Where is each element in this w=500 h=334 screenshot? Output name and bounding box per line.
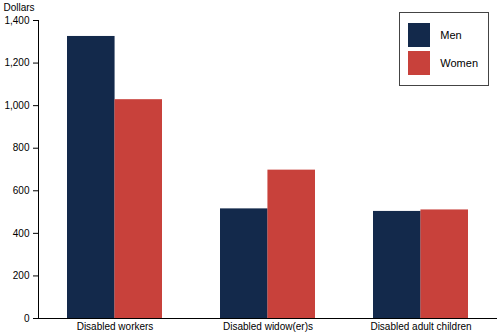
svg-text:400: 400 (13, 228, 30, 239)
svg-text:200: 200 (13, 270, 30, 281)
svg-text:Disabled workers: Disabled workers (77, 321, 154, 332)
svg-text:1,200: 1,200 (4, 57, 29, 68)
svg-text:Disabled adult children: Disabled adult children (370, 321, 471, 332)
html-text:Women: Women (440, 57, 478, 69)
svg-text:1,400: 1,400 (4, 15, 29, 26)
svg-text:1,000: 1,000 (4, 100, 29, 111)
svg-text:Disabled widow(er)s: Disabled widow(er)s (223, 321, 313, 332)
svg-text:800: 800 (13, 142, 30, 153)
svg-text:600: 600 (13, 185, 30, 196)
svg-text:0: 0 (24, 313, 30, 324)
svg-text:Dollars: Dollars (4, 2, 35, 13)
html-text:Men: Men (440, 29, 462, 41)
